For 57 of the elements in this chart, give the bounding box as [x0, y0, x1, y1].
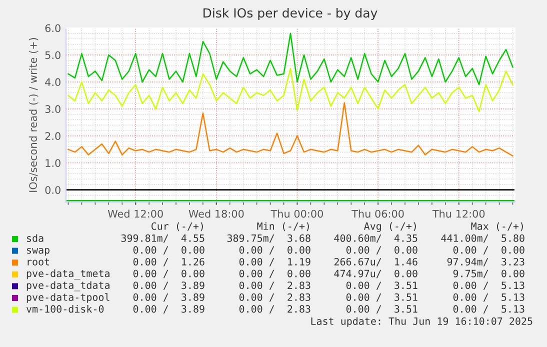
legend-label: pve-data_tdata — [26, 281, 110, 292]
y-tick-label: 4.0 — [45, 78, 60, 86]
text: 266.67u/ 1.46 — [334, 258, 418, 266]
line-series — [68, 68, 514, 112]
x-tick-label: Thu 06:00 — [352, 210, 404, 218]
text: Min (-/+) — [257, 222, 309, 232]
text: 0.00 / 0.00 — [239, 246, 310, 255]
text: 97.94m/ 3.23 — [447, 258, 524, 266]
text: 0.00 / 5.13 — [453, 293, 524, 302]
text: 0.00 / 1.19 — [239, 258, 310, 266]
chart-title: Disk IOs per device - by day — [204, 8, 378, 20]
legend-label: sda — [27, 234, 44, 242]
y-tick-label: 0.0 — [45, 186, 60, 194]
text: 0.00 / 2.83 — [239, 305, 310, 314]
y-tick-label: 3.0 — [45, 105, 60, 114]
x-tick-label: Wed 18:00 — [188, 210, 244, 218]
legend-label: pve-data_tmeta — [26, 269, 110, 280]
text: 0.00 / 3.89 — [133, 305, 204, 314]
legend-label: root — [28, 258, 50, 266]
text: 0.00 / 5.13 — [453, 305, 524, 314]
text: Max (-/+) — [471, 222, 523, 232]
text: 400.60m/ 4.35 — [334, 234, 418, 243]
x-tick-label: Thu 00:00 — [270, 210, 323, 218]
text: 0.00 / 0.00 — [239, 270, 310, 278]
text: Last update: Thu Jun 19 16:10:07 2025 — [311, 317, 532, 327]
line-series — [68, 102, 514, 156]
text: 0.00 / 3.89 — [133, 293, 204, 302]
text: Avg (-/+) — [364, 222, 416, 232]
x-tick-label: Wed 12:00 — [108, 210, 163, 218]
x-tick-label: Thu 12:00 — [432, 210, 485, 218]
y-tick-label: 1.0 — [46, 159, 60, 167]
text: 0.00 / 3.89 — [133, 282, 204, 290]
y-tick-label: 5.0 — [45, 51, 60, 60]
line-series — [68, 32, 514, 86]
text: 0.00 / 3.51 — [346, 305, 418, 314]
text: 0.00 / 2.83 — [239, 282, 310, 290]
text: 0.00 / 2.83 — [239, 293, 310, 302]
text: 441.00m/ 5.80 — [441, 234, 524, 243]
y-axis-title: IOs/second read (-) / write (+) — [28, 38, 38, 192]
text: Cur (-/+) — [151, 222, 203, 232]
y-tick-label: 2.0 — [45, 132, 60, 140]
text: 0.00 / 5.13 — [453, 282, 524, 290]
text: 0.00 / 0.00 — [453, 246, 524, 255]
text: 0.00 / 0.00 — [133, 270, 204, 278]
text: 0.00 / 0.00 — [133, 246, 204, 255]
text: 0.00 / 3.51 — [346, 282, 418, 290]
legend-label: swap — [27, 248, 50, 256]
y-tick-label: 6.0 — [45, 24, 60, 32]
text: 399.81m/ 4.55 — [121, 234, 204, 243]
text: 0.00 / 1.26 — [133, 258, 204, 266]
legend-label: pve-data-tpool — [26, 293, 110, 303]
legend-label: vm-100-disk-0 — [26, 304, 104, 313]
text: 389.75m/ 3.68 — [227, 234, 310, 243]
text: 9.75m/ 0.00 — [453, 270, 524, 278]
text: 0.00 / 0.00 — [346, 246, 418, 255]
text: 0.00 / 3.51 — [346, 293, 418, 302]
text: 474.97u/ 0.00 — [334, 270, 418, 278]
